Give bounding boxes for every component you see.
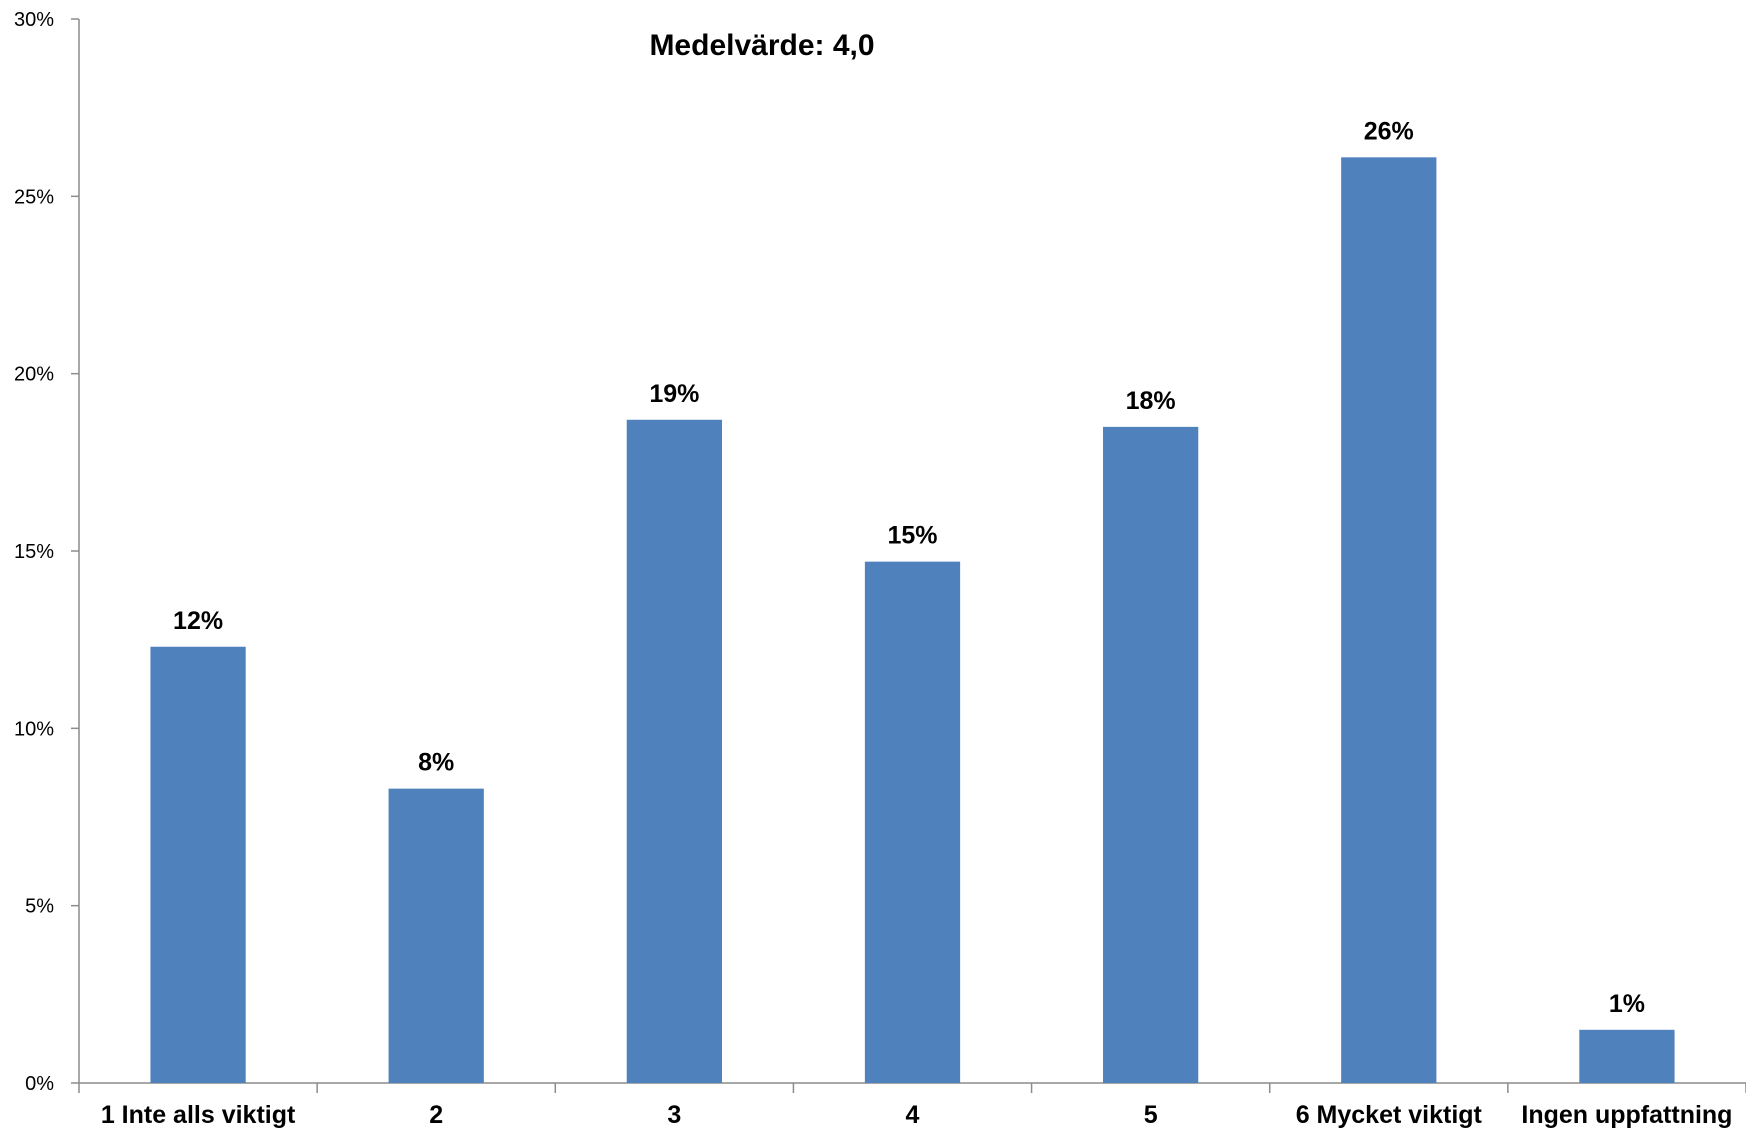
bar [1103,426,1199,1083]
bar [864,561,961,1083]
data-label: 1% [1609,990,1645,1018]
bar [388,788,484,1083]
category-label: Ingen uppfattning [1521,1101,1732,1129]
y-tick-label: 30% [14,9,54,31]
category-label: 1 Inte alls viktigt [101,1101,296,1129]
bar [150,646,246,1083]
data-label: 12% [173,607,223,635]
bar [1341,157,1437,1083]
y-tick-label: 10% [14,718,54,740]
data-label: 18% [1126,387,1176,415]
data-label: 8% [418,749,454,777]
y-axis-ticks: 0% 5% 10% 15% 20% 25% 30% [14,9,79,1095]
category-label: 4 [906,1101,920,1129]
category-labels-group: 1 Inte alls viktigt 2 3 4 5 6 Mycket viktigt I… [101,1101,1733,1129]
y-tick-label: 20% [14,364,54,386]
data-labels-group: 12% 8% 19% 15% 18% 26% 1% [173,117,1645,1017]
chart-title: Medelvärde: 4,0 [649,29,874,62]
data-label: 26% [1364,117,1414,145]
category-label: 5 [1144,1101,1158,1129]
y-tick-label: 0% [25,1073,54,1095]
bars-group [150,157,1675,1084]
bar [626,419,722,1084]
category-label: 2 [429,1101,443,1129]
data-label: 15% [887,522,937,550]
y-tick-label: 15% [14,541,54,563]
x-axis-ticks [78,1083,1746,1093]
y-tick-label: 5% [25,896,54,918]
data-label: 19% [649,380,699,408]
category-label: 6 Mycket viktigt [1296,1101,1483,1129]
category-label: 3 [667,1101,681,1129]
bar [1579,1029,1675,1083]
y-tick-label: 25% [14,186,54,208]
